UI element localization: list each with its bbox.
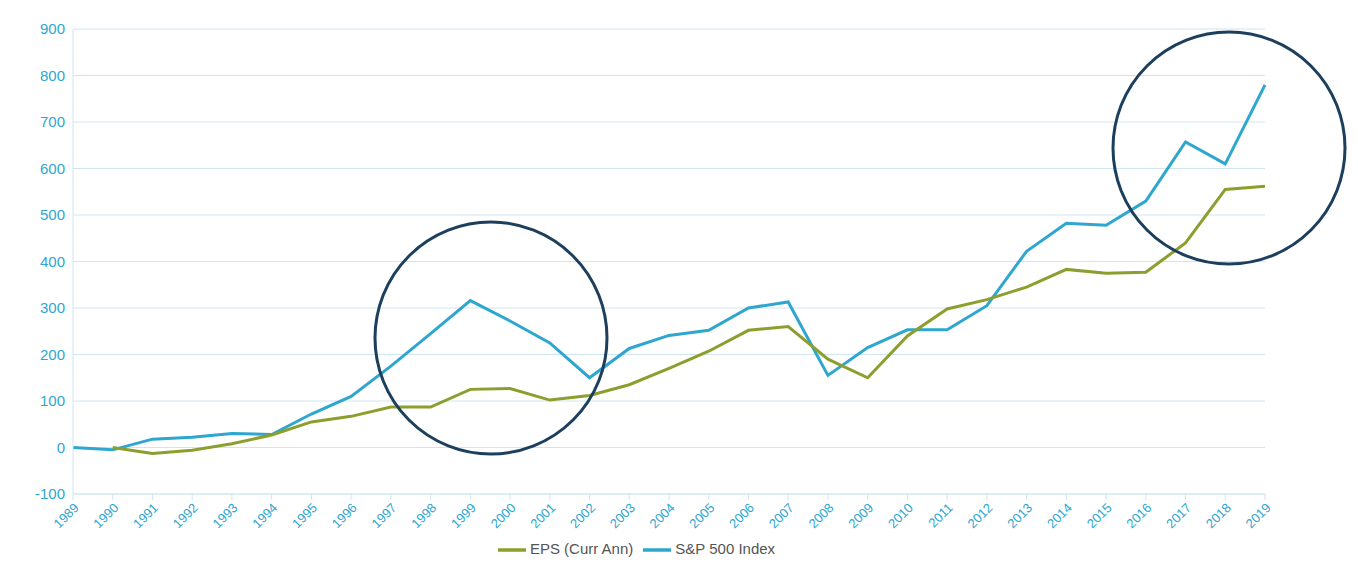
svg-text:800: 800 <box>40 67 65 84</box>
svg-text:100: 100 <box>40 392 65 409</box>
svg-text:1997: 1997 <box>368 500 399 531</box>
svg-text:2005: 2005 <box>686 500 717 531</box>
svg-text:1990: 1990 <box>90 500 121 531</box>
svg-text:1996: 1996 <box>329 500 360 531</box>
svg-text:2008: 2008 <box>806 500 837 531</box>
svg-text:2000: 2000 <box>488 500 519 531</box>
svg-text:2012: 2012 <box>964 500 995 531</box>
svg-text:2019: 2019 <box>1243 500 1274 531</box>
svg-text:1991: 1991 <box>130 500 161 531</box>
svg-text:2017: 2017 <box>1163 500 1194 531</box>
svg-text:2011: 2011 <box>925 500 955 530</box>
svg-text:0: 0 <box>57 439 65 456</box>
svg-text:900: 900 <box>40 20 65 37</box>
svg-text:1994: 1994 <box>249 500 280 531</box>
svg-text:2006: 2006 <box>726 500 757 531</box>
svg-text:2003: 2003 <box>607 500 638 531</box>
svg-text:1993: 1993 <box>210 500 241 531</box>
svg-text:2009: 2009 <box>845 500 876 531</box>
svg-text:1999: 1999 <box>448 500 479 531</box>
svg-text:400: 400 <box>40 253 65 270</box>
svg-text:2010: 2010 <box>885 500 916 531</box>
svg-text:2015: 2015 <box>1084 500 1115 531</box>
svg-text:2004: 2004 <box>647 500 678 531</box>
svg-text:2014: 2014 <box>1044 500 1075 531</box>
svg-text:1998: 1998 <box>408 500 439 531</box>
html-text:EPS (Curr Ann): EPS (Curr Ann) <box>529 540 634 557</box>
svg-text:2013: 2013 <box>1004 500 1035 531</box>
svg-text:-100: -100 <box>35 485 65 502</box>
svg-text:2018: 2018 <box>1203 500 1234 531</box>
svg-text:600: 600 <box>40 160 65 177</box>
svg-text:700: 700 <box>40 113 65 130</box>
html-text:S&P 500 Index: S&P 500 Index <box>675 540 776 557</box>
svg-text:2002: 2002 <box>567 500 598 531</box>
svg-text:2007: 2007 <box>766 500 797 531</box>
svg-text:2001: 2001 <box>527 500 558 531</box>
svg-text:1989: 1989 <box>51 500 82 531</box>
svg-text:2016: 2016 <box>1123 500 1154 531</box>
svg-text:1995: 1995 <box>289 500 320 531</box>
svg-text:500: 500 <box>40 206 65 223</box>
svg-text:200: 200 <box>40 346 65 363</box>
svg-text:1992: 1992 <box>170 500 201 531</box>
svg-text:300: 300 <box>40 299 65 316</box>
